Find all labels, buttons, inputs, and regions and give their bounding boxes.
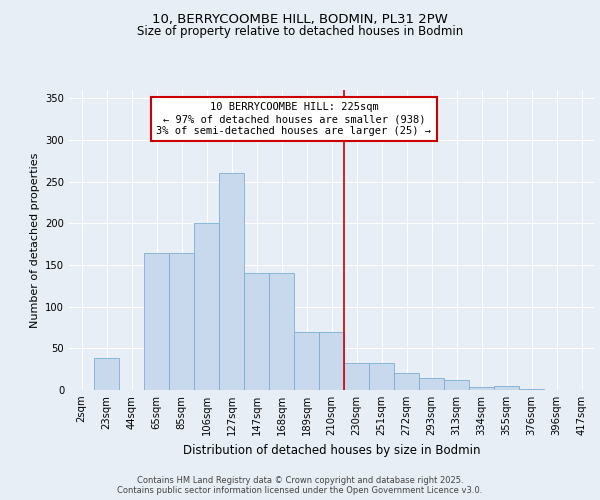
Bar: [494, 386, 518, 390]
Bar: [145, 252, 169, 390]
Bar: [244, 274, 269, 390]
Bar: [220, 174, 244, 390]
Bar: [370, 362, 394, 390]
Bar: [445, 380, 469, 390]
Bar: [394, 374, 419, 390]
Bar: [344, 362, 368, 390]
Bar: [269, 274, 293, 390]
Text: 10 BERRYCOOMBE HILL: 225sqm
← 97% of detached houses are smaller (938)
3% of sem: 10 BERRYCOOMBE HILL: 225sqm ← 97% of det…: [157, 102, 431, 136]
Text: Size of property relative to detached houses in Bodmin: Size of property relative to detached ho…: [137, 25, 463, 38]
Bar: [94, 358, 119, 390]
Text: 10, BERRYCOOMBE HILL, BODMIN, PL31 2PW: 10, BERRYCOOMBE HILL, BODMIN, PL31 2PW: [152, 12, 448, 26]
Bar: [469, 386, 494, 390]
Bar: [319, 332, 344, 390]
Bar: [295, 332, 319, 390]
Bar: [194, 224, 218, 390]
Bar: [419, 378, 443, 390]
Bar: [520, 389, 544, 390]
X-axis label: Distribution of detached houses by size in Bodmin: Distribution of detached houses by size …: [183, 444, 480, 456]
Text: Contains HM Land Registry data © Crown copyright and database right 2025.
Contai: Contains HM Land Registry data © Crown c…: [118, 476, 482, 495]
Bar: [169, 252, 194, 390]
Y-axis label: Number of detached properties: Number of detached properties: [29, 152, 40, 328]
